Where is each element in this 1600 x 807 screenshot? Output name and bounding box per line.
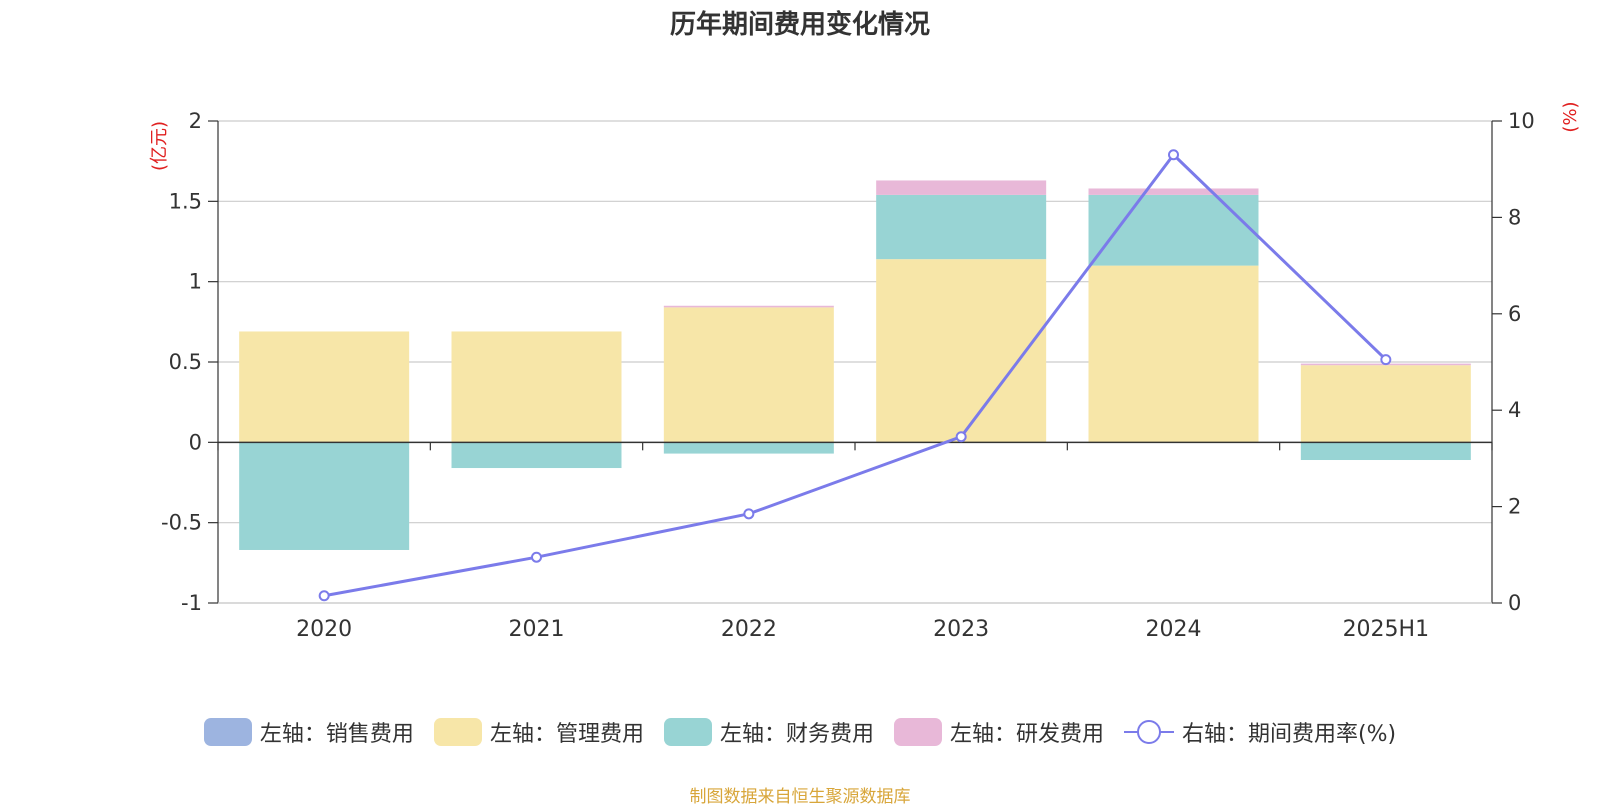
legend-item-finance[interactable]: 左轴：财务费用 xyxy=(663,716,874,748)
bar-2024 xyxy=(1088,194,1259,266)
bars-group xyxy=(239,180,1471,550)
category-label: 2021 xyxy=(509,617,565,642)
left-tick-label: 2 xyxy=(189,109,202,133)
bar-2023 xyxy=(876,180,1047,195)
legend-swatch-rd xyxy=(893,718,942,746)
bar-2025H1 xyxy=(1300,365,1471,443)
right-axis-unit: (%) xyxy=(1560,101,1581,132)
category-label: 2023 xyxy=(933,617,989,642)
bar-2023 xyxy=(876,259,1047,443)
right-tick-label: 10 xyxy=(1508,109,1535,133)
bar-2022 xyxy=(663,305,834,308)
bar-2024 xyxy=(1088,188,1259,195)
right-tick-label: 0 xyxy=(1508,591,1521,615)
rate-point xyxy=(955,431,967,443)
source-note: 制图数据来自恒生聚源数据库 xyxy=(689,787,911,807)
legend-label-rate: 右轴：期间费用率(%) xyxy=(1181,722,1397,747)
left-tick-label: -0.5 xyxy=(161,511,202,535)
right-tick-label: 4 xyxy=(1508,398,1521,422)
bar-2020 xyxy=(239,442,410,550)
legend-swatch-rate xyxy=(1123,718,1174,746)
category-label: 2022 xyxy=(721,617,777,642)
legend-item-rate[interactable]: 右轴：期间费用率(%) xyxy=(1123,716,1397,748)
bar-2024 xyxy=(1088,265,1259,443)
bar-2022 xyxy=(663,442,834,454)
right-tick-label: 2 xyxy=(1508,495,1521,519)
rate-point xyxy=(743,508,755,520)
rate-line-group xyxy=(318,149,1392,602)
legend-label-sales: 左轴：销售费用 xyxy=(259,722,414,747)
legend-item-sales[interactable]: 左轴：销售费用 xyxy=(203,716,414,748)
rate-point xyxy=(531,551,542,563)
left-tick-label: 1.5 xyxy=(169,189,202,213)
right-tick-label: 6 xyxy=(1508,302,1521,326)
bar-2020 xyxy=(239,331,410,443)
left-tick-label: 1 xyxy=(189,270,202,294)
legend-swatch-sales xyxy=(203,718,252,746)
left-tick-label: -1 xyxy=(181,591,202,615)
left-tick-label: 0 xyxy=(189,430,202,454)
legend-label-finance: 左轴：财务费用 xyxy=(719,722,874,747)
bar-2022 xyxy=(663,307,834,443)
legend: 左轴：销售费用 左轴：管理费用 左轴：财务费用 左轴：研发费用 右轴：期间费用率… xyxy=(0,716,1600,748)
rate-line xyxy=(323,153,1387,598)
rate-point xyxy=(1380,354,1392,366)
bar-2021 xyxy=(451,442,622,469)
category-label: 2024 xyxy=(1146,617,1202,642)
legend-label-rd: 左轴：研发费用 xyxy=(949,722,1104,747)
legend-item-admin[interactable]: 左轴：管理费用 xyxy=(433,716,644,748)
legend-label-admin: 左轴：管理费用 xyxy=(489,722,644,747)
legend-item-rd[interactable]: 左轴：研发费用 xyxy=(893,716,1104,748)
chart-title: 历年期间费用变化情况 xyxy=(669,10,930,40)
rate-point xyxy=(1168,149,1179,161)
left-tick-label: 0.5 xyxy=(169,350,202,374)
left-axis-unit: (亿元) xyxy=(149,121,170,171)
legend-swatch-admin xyxy=(433,718,482,746)
category-label: 2020 xyxy=(296,617,352,642)
legend-swatch-finance xyxy=(663,718,712,746)
bar-2021 xyxy=(451,331,622,443)
right-tick-label: 8 xyxy=(1508,205,1521,229)
rate-point xyxy=(318,590,330,602)
bar-2023 xyxy=(876,194,1047,260)
category-label: 2025H1 xyxy=(1343,617,1430,642)
bar-2025H1 xyxy=(1300,442,1471,461)
